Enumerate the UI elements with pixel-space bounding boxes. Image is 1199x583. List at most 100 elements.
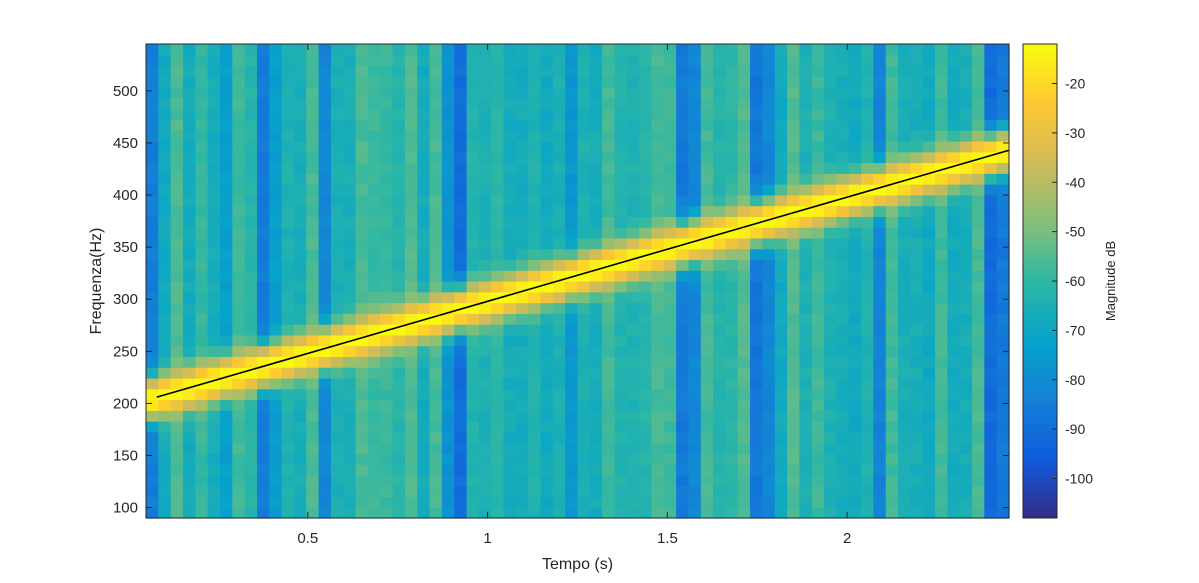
heatmap-cell (725, 442, 739, 454)
heatmap-cell (861, 345, 874, 358)
heatmap-cell (367, 54, 381, 67)
heatmap-cell (910, 442, 924, 454)
heatmap-cell (515, 130, 529, 142)
heatmap-cell (614, 130, 628, 142)
heatmap-cell (244, 162, 258, 174)
heatmap-cell (404, 173, 418, 185)
heatmap-cell (491, 474, 505, 487)
heatmap-cell (577, 474, 591, 487)
heatmap-cell (269, 184, 283, 196)
colorbar-tick-label: -70 (1065, 322, 1085, 338)
heatmap-cell (688, 119, 702, 131)
heatmap-cell (256, 65, 270, 77)
heatmap-cell (676, 130, 690, 142)
heatmap-cell (663, 507, 677, 519)
heatmap-cell (380, 184, 394, 196)
heatmap-cell (947, 410, 961, 422)
heatmap-cell (146, 87, 159, 99)
heatmap-cell (898, 431, 911, 444)
heatmap-cell (836, 281, 850, 293)
heatmap-cell (947, 87, 961, 99)
heatmap-cell (836, 108, 850, 121)
heatmap-cell (676, 313, 690, 325)
heatmap-cell (922, 205, 936, 217)
heatmap-cell (515, 496, 529, 508)
heatmap-cell (269, 399, 283, 411)
heatmap-cell (355, 97, 369, 110)
heatmap-cell (750, 356, 764, 368)
heatmap-cell (503, 388, 517, 401)
heatmap-cell (898, 108, 911, 121)
heatmap-cell (811, 184, 825, 196)
heatmap-cell (281, 356, 295, 368)
heatmap-cell (170, 87, 184, 99)
heatmap-cell (503, 162, 517, 174)
heatmap-cell (996, 76, 1010, 88)
heatmap-cell (281, 496, 295, 508)
heatmap-cell (528, 377, 542, 390)
heatmap-cell (959, 496, 973, 508)
heatmap-cell (873, 324, 887, 336)
heatmap-cell (836, 464, 850, 476)
heatmap-cell (935, 356, 948, 368)
heatmap-cell (898, 442, 911, 454)
heatmap-cell (146, 237, 159, 250)
heatmap-cell (318, 108, 332, 121)
heatmap-cell (725, 248, 739, 261)
heatmap-cell (158, 184, 172, 196)
heatmap-cell (158, 259, 172, 271)
heatmap-cell (417, 377, 431, 390)
heatmap-cell (256, 399, 270, 411)
heatmap-cell (232, 356, 246, 368)
heatmap-cell (996, 442, 1010, 454)
heatmap-cell (651, 302, 665, 314)
heatmap-cell (589, 485, 603, 498)
heatmap-cell (787, 399, 801, 411)
heatmap-cell (540, 313, 554, 325)
heatmap-cell (219, 496, 233, 508)
heatmap-cell (367, 97, 381, 110)
heatmap-cell (861, 356, 874, 368)
heatmap-cell (466, 377, 480, 390)
heatmap-cell (207, 399, 221, 411)
heatmap-cell (195, 216, 209, 228)
heatmap-cell (885, 216, 899, 228)
heatmap-cell (922, 140, 936, 153)
heatmap-cell (737, 259, 751, 271)
heatmap-cell (750, 44, 764, 56)
heatmap-cell (503, 345, 517, 358)
heatmap-cell (626, 334, 640, 347)
heatmap-cell (935, 291, 948, 304)
heatmap-cell (898, 87, 911, 99)
heatmap-cell (725, 205, 739, 217)
heatmap-cell (195, 431, 209, 444)
heatmap-cell (565, 507, 579, 519)
heatmap-cell (466, 184, 480, 196)
heatmap-cell (811, 334, 825, 347)
heatmap-cell (158, 356, 172, 368)
heatmap-cell (861, 54, 874, 67)
heatmap-cell (306, 496, 320, 508)
heatmap-cell (626, 76, 640, 88)
heatmap-cell (651, 442, 665, 454)
heatmap-cell (281, 421, 295, 433)
heatmap-cell (491, 399, 505, 411)
heatmap-cell (589, 248, 603, 261)
heatmap-cell (355, 65, 369, 77)
heatmap-cell (318, 130, 332, 142)
heatmap-cell (947, 291, 961, 304)
heatmap-cell (269, 194, 283, 207)
heatmap-cell (787, 421, 801, 433)
heatmap-cell (466, 281, 480, 293)
heatmap-cell (602, 76, 616, 88)
heatmap-cell (182, 367, 196, 379)
heatmap-cell (441, 54, 455, 67)
heatmap-cell (922, 248, 936, 261)
heatmap-cell (565, 173, 579, 185)
heatmap-cell (935, 162, 948, 174)
heatmap-cell (454, 184, 468, 196)
y-tick-label: 250 (113, 343, 138, 360)
heatmap-cell (700, 474, 714, 487)
heatmap-cell (244, 130, 258, 142)
heatmap-cell (170, 108, 184, 121)
